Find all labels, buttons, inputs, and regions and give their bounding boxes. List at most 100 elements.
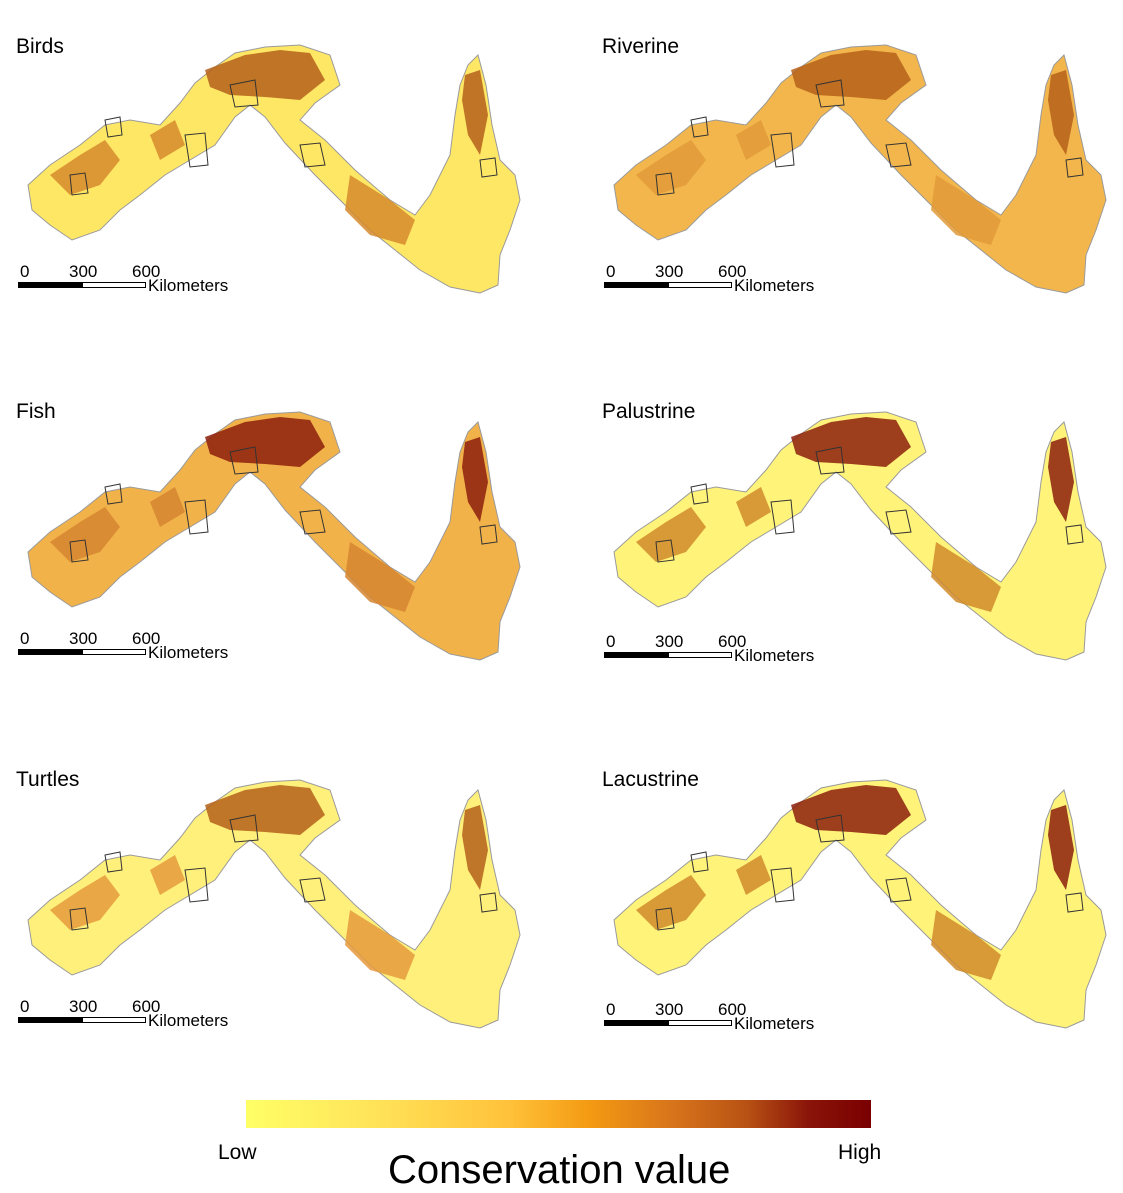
region-map (27, 779, 521, 1029)
protected-area-outline (479, 157, 498, 178)
protected-area-outline (1065, 157, 1084, 178)
scale-tick-300: 300 (69, 262, 98, 281)
region-map (27, 44, 521, 294)
high-value-zone (636, 140, 706, 195)
panel-title: Riverine (602, 35, 680, 58)
map-panel-riverine: Riverine 0 300 600 Kilometers (596, 25, 1123, 355)
protected-area-outline (229, 814, 259, 843)
high-value-zone (931, 175, 1001, 245)
protected-area-outline (655, 539, 675, 563)
scale-bar: 0 300 600 Kilometers (18, 262, 258, 296)
protected-area-outline (655, 907, 675, 931)
protected-area-outline (655, 172, 675, 196)
color-ramp-legend (246, 1100, 871, 1128)
high-value-zone (1048, 437, 1074, 522)
region-map (613, 411, 1107, 661)
scale-tick-0: 0 (606, 262, 616, 281)
scale-bar-white-segment (668, 1020, 732, 1026)
protected-area-outline (885, 142, 912, 168)
scale-bar-black-segment (18, 649, 82, 655)
protected-area-outline (229, 79, 259, 108)
high-value-zone (791, 785, 911, 835)
protected-area-outline (815, 446, 845, 475)
scale-unit: Kilometers (148, 1011, 229, 1030)
panel-title: Palustrine (602, 400, 696, 423)
protected-area-outline (885, 877, 912, 903)
map-panel-turtles: Turtles 0 300 600 Kilometers (10, 760, 550, 1090)
map-panel-lacustrine: Lacustrine 0 300 600 Kilometers (596, 760, 1123, 1090)
map-panel-palustrine: Palustrine 0 300 600 Kilometers (596, 392, 1123, 722)
scale-bar-black-segment (604, 282, 668, 288)
scale-bar: 0 300 600 Kilometers (18, 629, 258, 663)
map-land (27, 44, 521, 294)
protected-area-outline (479, 524, 498, 545)
scale-bar-black-segment (604, 652, 668, 658)
scale-tick-300: 300 (655, 632, 684, 651)
panel-title: Birds (16, 35, 64, 58)
scale-tick-0: 0 (606, 632, 616, 651)
legend-title: Conservation value (388, 1148, 731, 1192)
high-value-zone (462, 805, 488, 890)
protected-area-outline (69, 907, 89, 931)
protected-area-outline (229, 446, 259, 475)
scale-tick-600: 600 (718, 262, 747, 281)
scale-tick-600: 600 (132, 629, 161, 648)
high-value-zone (736, 120, 771, 160)
protected-area-outline (690, 483, 709, 505)
map-panel-fish: Fish 0 300 600 Kilometers (10, 392, 550, 722)
protected-area-outline (104, 116, 123, 138)
scale-tick-300: 300 (655, 262, 684, 281)
scale-unit: Kilometers (148, 276, 229, 295)
protected-area-outline (299, 877, 326, 903)
scale-tick-600: 600 (718, 1000, 747, 1019)
panel-title: Fish (16, 400, 56, 423)
scale-unit: Kilometers (734, 1014, 815, 1033)
protected-area-outline (690, 851, 709, 873)
panel-title: Turtles (16, 768, 80, 791)
high-value-zone (150, 855, 185, 895)
high-value-zone (205, 50, 325, 100)
high-value-zone (1048, 70, 1074, 155)
scale-bar-black-segment (604, 1020, 668, 1026)
protected-area-outline (815, 79, 845, 108)
protected-area-outline (184, 867, 209, 903)
scale-tick-300: 300 (69, 629, 98, 648)
protected-area-outline (770, 132, 795, 168)
scale-tick-600: 600 (132, 997, 161, 1016)
protected-area-outline (69, 172, 89, 196)
scale-bar-white-segment (82, 282, 146, 288)
high-value-zone (150, 487, 185, 527)
protected-area-outline (815, 814, 845, 843)
protected-area-outline (885, 509, 912, 535)
scale-bar-white-segment (82, 649, 146, 655)
scale-bar-white-segment (668, 282, 732, 288)
protected-area-outline (770, 499, 795, 535)
scale-tick-600: 600 (718, 632, 747, 651)
high-value-zone (791, 50, 911, 100)
map-panel-birds: Birds 0 300 600 Kilometers (10, 25, 550, 355)
panel-title: Lacustrine (602, 768, 699, 791)
scale-unit: Kilometers (734, 646, 815, 665)
scale-tick-0: 0 (20, 262, 30, 281)
high-value-zone (636, 875, 706, 930)
high-value-zone (736, 855, 771, 895)
map-land (27, 779, 521, 1029)
high-value-zone (931, 910, 1001, 980)
high-value-zone (205, 417, 325, 467)
high-value-zone (345, 542, 415, 612)
protected-area-outline (104, 483, 123, 505)
protected-area-outline (184, 499, 209, 535)
high-value-zone (150, 120, 185, 160)
map-land (27, 411, 521, 661)
high-value-zone (462, 70, 488, 155)
high-value-zone (50, 140, 120, 195)
high-value-zone (345, 910, 415, 980)
high-value-zone (791, 417, 911, 467)
protected-area-outline (690, 116, 709, 138)
scale-tick-300: 300 (655, 1000, 684, 1019)
map-land (613, 779, 1107, 1029)
high-value-zone (345, 175, 415, 245)
high-value-zone (462, 437, 488, 522)
protected-area-outline (104, 851, 123, 873)
scale-unit: Kilometers (734, 276, 815, 295)
